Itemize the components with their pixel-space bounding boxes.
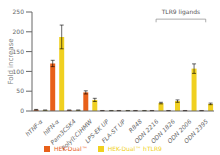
svg-text:ODN 2395: ODN 2395 [182,117,209,144]
svg-text:FLA-ST UP: FLA-ST UP [100,117,127,144]
svg-text:200: 200 [13,28,25,35]
svg-text:0: 0 [20,107,24,114]
svg-text:250: 250 [13,8,25,15]
svg-text:hTNF-α: hTNF-α [24,118,44,138]
svg-text:50: 50 [16,87,24,94]
svg-text:Fold increase: Fold increase [8,38,15,84]
svg-text:TLR9 ligands: TLR9 ligands [161,8,200,16]
